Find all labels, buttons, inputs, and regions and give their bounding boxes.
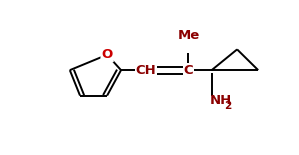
Text: 2: 2 (224, 101, 232, 111)
Text: C: C (184, 64, 193, 77)
Text: CH: CH (135, 64, 156, 77)
Text: Me: Me (177, 29, 200, 42)
Text: O: O (101, 48, 113, 61)
Text: NH: NH (209, 94, 231, 107)
